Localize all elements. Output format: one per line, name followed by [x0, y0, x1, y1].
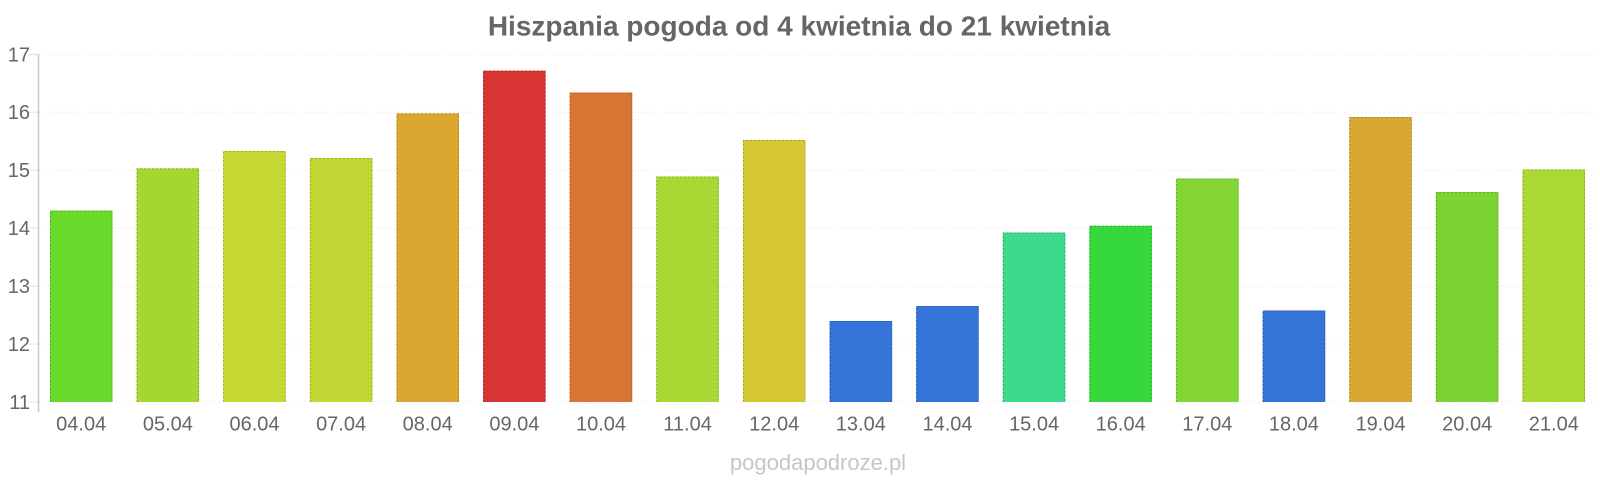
svg-text:10.04: 10.04: [576, 414, 626, 436]
svg-text:17.04: 17.04: [1182, 414, 1232, 436]
svg-text:14: 14: [8, 218, 30, 240]
svg-text:04.04: 04.04: [56, 414, 106, 436]
svg-text:14.04: 14.04: [922, 414, 972, 436]
svg-text:07.04: 07.04: [316, 414, 366, 436]
svg-text:Hiszpania pogoda od 4 kwietnia: Hiszpania pogoda od 4 kwietnia do 21 kwi…: [488, 11, 1111, 42]
svg-text:16: 16: [8, 102, 30, 124]
svg-text:12: 12: [8, 334, 30, 356]
svg-text:pogodapodroze.pl: pogodapodroze.pl: [730, 450, 906, 475]
svg-text:20.04: 20.04: [1442, 414, 1492, 436]
svg-text:19.04: 19.04: [1356, 414, 1406, 436]
svg-text:12.04: 12.04: [749, 414, 799, 436]
svg-text:09.04: 09.04: [489, 414, 539, 436]
svg-text:11: 11: [9, 392, 30, 414]
svg-text:05.04: 05.04: [143, 414, 193, 436]
svg-text:16.04: 16.04: [1096, 414, 1146, 436]
svg-text:18.04: 18.04: [1269, 414, 1319, 436]
svg-text:15.04: 15.04: [1009, 414, 1059, 436]
svg-text:17: 17: [8, 44, 30, 66]
svg-text:13.04: 13.04: [836, 414, 886, 436]
svg-text:08.04: 08.04: [403, 414, 453, 436]
svg-text:15: 15: [8, 160, 30, 182]
svg-text:11.04: 11.04: [663, 414, 712, 436]
svg-text:21.04: 21.04: [1529, 414, 1579, 436]
svg-text:06.04: 06.04: [229, 414, 279, 436]
svg-text:13: 13: [8, 276, 30, 298]
